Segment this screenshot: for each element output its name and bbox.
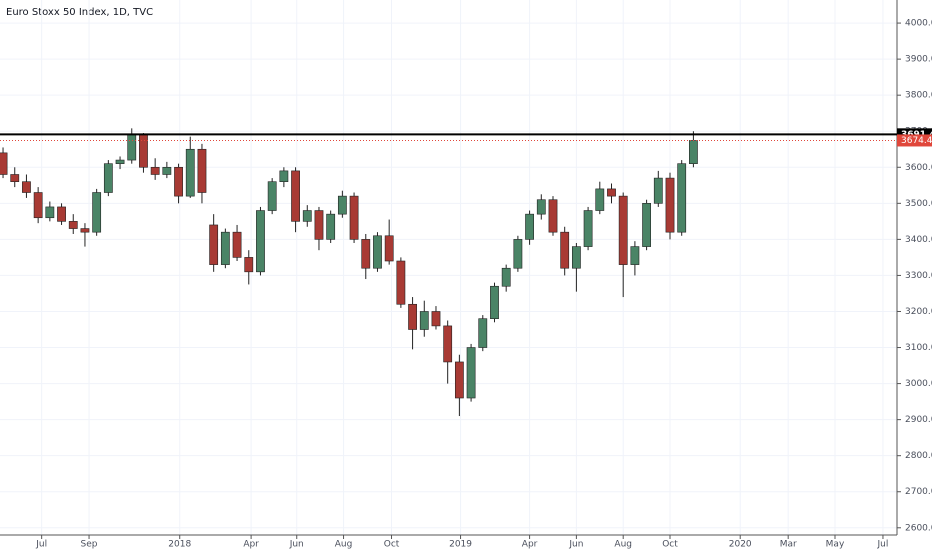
y-tick-label: 4000.0 xyxy=(905,19,932,29)
candle-body xyxy=(361,239,371,269)
candle-body xyxy=(478,318,488,348)
candle-body xyxy=(68,221,78,229)
candle-body xyxy=(513,239,523,269)
x-tick-label: 2019 xyxy=(449,540,472,550)
candle-body xyxy=(665,177,675,233)
candle-body xyxy=(92,192,102,233)
candle-body xyxy=(232,231,242,258)
candle-body xyxy=(373,235,382,269)
y-tick-label: 2600.0 xyxy=(905,523,932,533)
candle-body xyxy=(653,177,663,204)
candle-body xyxy=(302,210,312,222)
candle-body xyxy=(501,267,511,287)
candle-body xyxy=(677,163,687,233)
y-tick-label: 3500.0 xyxy=(905,199,932,209)
candle-body xyxy=(431,311,441,327)
x-tick-label: Jul xyxy=(877,540,889,550)
candle-body xyxy=(454,361,464,399)
y-tick-label: 3200.0 xyxy=(905,307,932,317)
candle-body xyxy=(57,206,66,222)
x-tick-label: Apr xyxy=(243,540,259,550)
last-price-box xyxy=(897,134,932,147)
x-tick-label: Sep xyxy=(81,540,98,550)
y-tick-label: 2700.0 xyxy=(905,487,932,497)
candle-body xyxy=(536,199,546,215)
chart-title: Euro Stoxx 50 Index, 1D, TVC xyxy=(6,7,153,18)
candle-body xyxy=(314,210,324,240)
candle-body xyxy=(174,166,183,197)
candle-body xyxy=(607,188,616,197)
candle-body xyxy=(139,134,148,168)
candle-body xyxy=(583,210,593,247)
x-tick-label: Mar xyxy=(780,540,797,550)
y-tick-label: 3600.0 xyxy=(905,163,932,173)
candle-body xyxy=(45,206,55,219)
x-tick-label: Aug xyxy=(335,540,353,550)
candle-body xyxy=(197,148,207,193)
candle-body xyxy=(10,174,20,182)
x-tick-label: Apr xyxy=(522,540,538,550)
y-tick-label: 3300.0 xyxy=(905,271,932,281)
candle-body xyxy=(630,246,640,265)
candle-body xyxy=(419,311,429,330)
y-tick-label: 3000.0 xyxy=(905,379,932,389)
last-price-label: 3674.4 xyxy=(901,136,932,146)
y-tick-label: 3400.0 xyxy=(905,235,932,245)
candle-body xyxy=(291,170,300,222)
x-tick-label: Jun xyxy=(289,540,304,550)
y-tick-label: 2800.0 xyxy=(905,451,932,461)
candle-body xyxy=(103,163,113,193)
candle-body xyxy=(571,246,581,269)
candle-body xyxy=(80,228,90,233)
candle-body xyxy=(384,235,394,262)
candle-body xyxy=(396,260,406,305)
y-tick-label: 3100.0 xyxy=(905,343,932,353)
candle-body xyxy=(162,166,172,175)
candle-body xyxy=(525,213,534,240)
candle-body xyxy=(267,181,277,211)
x-tick-label: Jul xyxy=(35,540,47,550)
candle-body xyxy=(337,195,347,215)
candle-body xyxy=(548,199,558,233)
candle-body xyxy=(443,325,453,363)
candle-body xyxy=(220,231,230,265)
candle-body xyxy=(209,224,219,265)
x-tick-label: Oct xyxy=(662,540,678,550)
x-tick-label: 2018 xyxy=(168,540,191,550)
candle-body xyxy=(642,203,651,247)
candle-body xyxy=(689,140,698,164)
candle-body xyxy=(244,257,254,273)
candle-body xyxy=(279,170,289,182)
x-tick-label: Jun xyxy=(568,540,583,550)
candle-body xyxy=(256,210,265,273)
candle-body xyxy=(0,152,8,175)
x-tick-label: May xyxy=(826,540,845,550)
candle-body xyxy=(22,181,31,193)
y-tick-label: 3800.0 xyxy=(905,91,932,101)
candle-body xyxy=(115,159,125,164)
candle-body xyxy=(185,148,195,197)
candle-body xyxy=(150,166,160,175)
candle-body xyxy=(408,303,417,330)
candle-body xyxy=(560,231,570,269)
candle-body xyxy=(127,134,137,161)
candle-body xyxy=(33,192,43,219)
candle-body xyxy=(595,188,605,211)
candle-body xyxy=(490,285,499,319)
y-tick-label: 2900.0 xyxy=(905,415,932,425)
candle-body xyxy=(618,195,628,265)
x-tick-label: Aug xyxy=(614,540,632,550)
x-tick-label: Oct xyxy=(384,540,400,550)
x-tick-label: 2020 xyxy=(729,540,752,550)
y-tick-label: 3900.0 xyxy=(905,55,932,65)
candle-body xyxy=(326,213,336,240)
candle-body xyxy=(466,347,476,399)
candle-body xyxy=(349,195,359,240)
